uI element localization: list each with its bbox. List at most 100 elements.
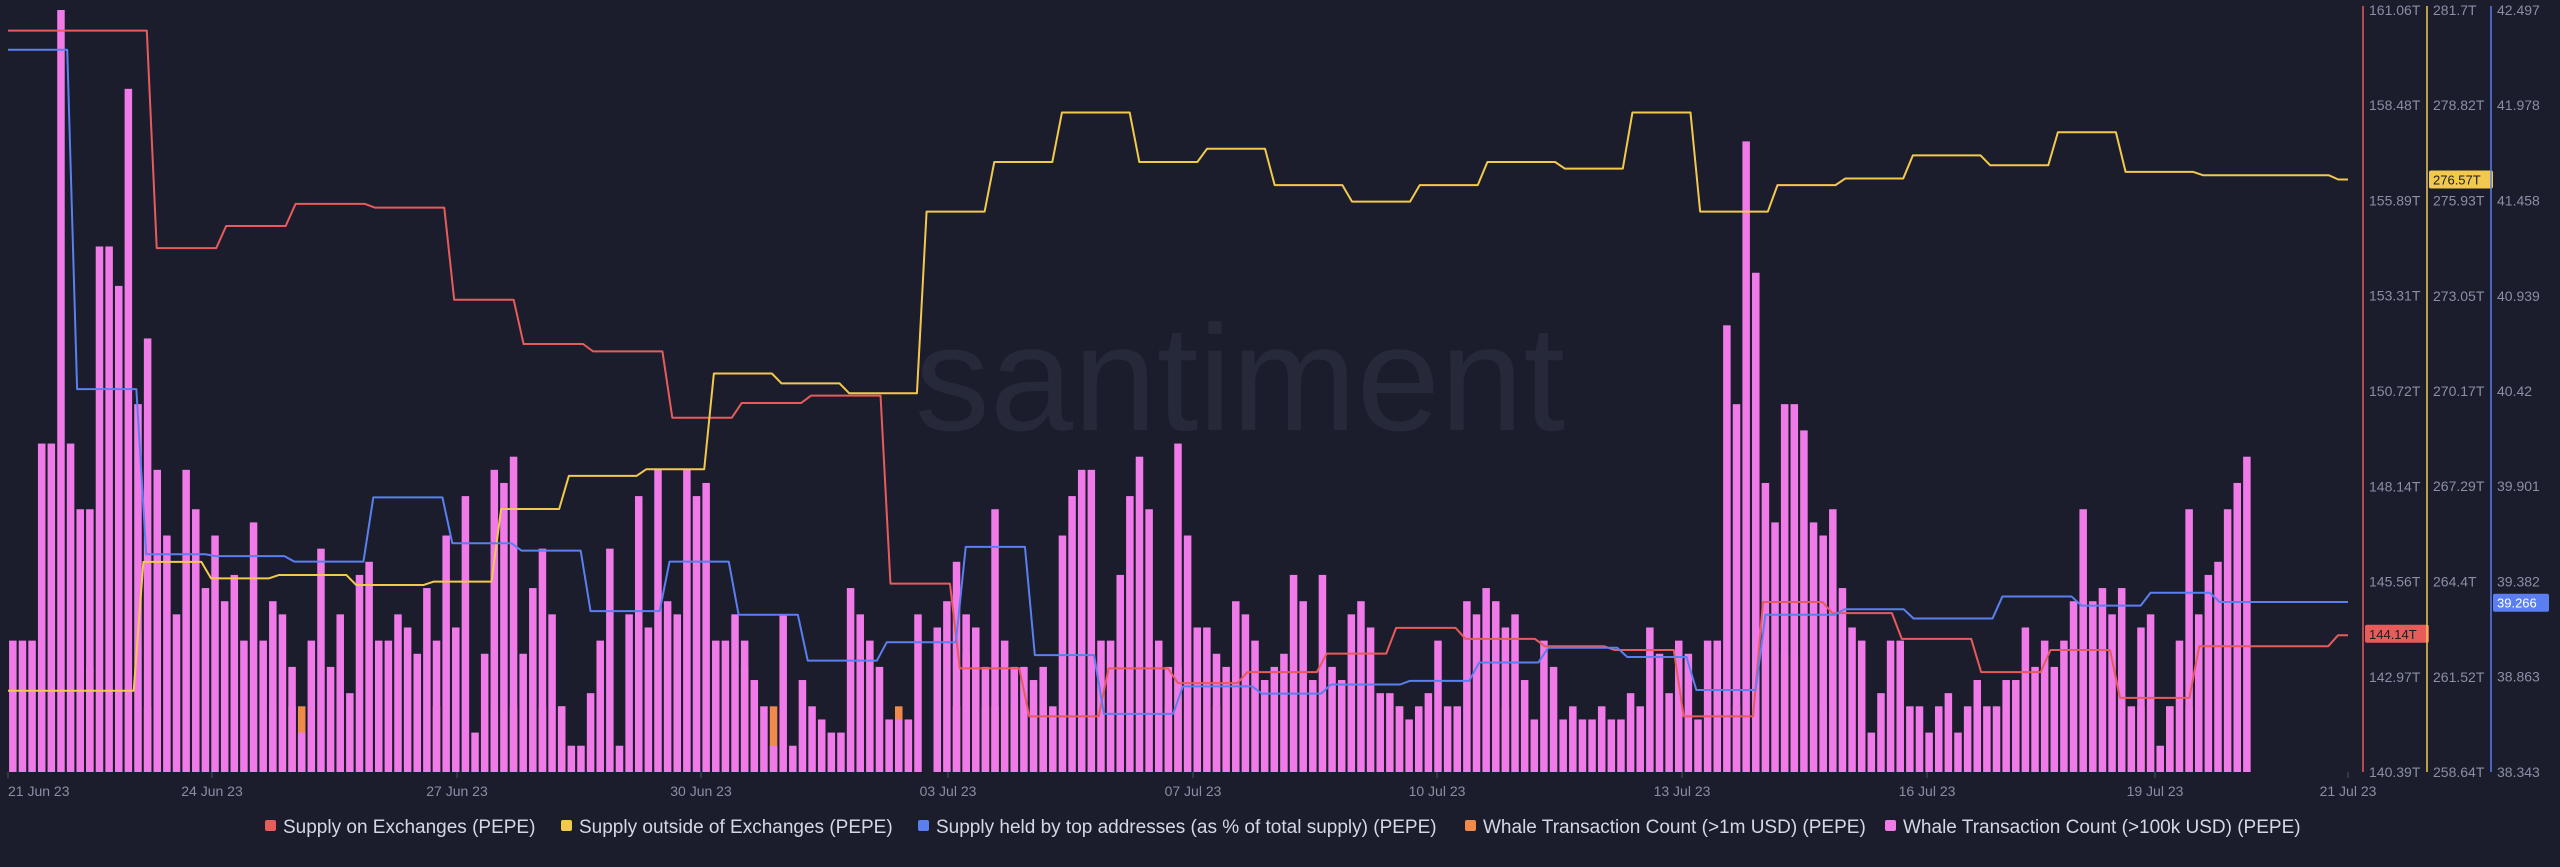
bar-whale-100k <box>2079 509 2087 772</box>
bar-whale-100k <box>384 640 393 772</box>
legend-item[interactable]: Supply held by top addresses (as % of to… <box>918 817 1437 838</box>
bar-whale-100k <box>1925 732 1933 772</box>
bar-whale-100k <box>904 719 913 772</box>
y-tick-outside: 258.64T <box>2433 764 2485 780</box>
bar-whale-100k <box>1761 482 1770 772</box>
x-tick-label: 16 Jul 23 <box>1899 783 1956 799</box>
bar-whale-100k <box>1337 680 1346 772</box>
bar-whale-100k <box>731 614 739 772</box>
bar-whale-100k <box>1472 614 1481 772</box>
bar-whale-100k <box>866 640 874 772</box>
bar-whale-100k <box>2002 680 2010 772</box>
bar-whale-100k <box>47 443 56 772</box>
bar-whale-100k <box>1896 640 1904 772</box>
bar-whale-100k <box>1492 601 1500 772</box>
bar-whale-100k <box>1607 719 1616 772</box>
bar-whale-100k <box>740 640 749 772</box>
svg-text:144.14T: 144.14T <box>2369 627 2417 642</box>
bar-whale-100k <box>28 640 36 772</box>
bar-whale-100k <box>86 509 94 772</box>
bar-whale-100k <box>663 601 672 772</box>
bar-whale-100k <box>1366 627 1375 772</box>
bar-whale-100k <box>1482 588 1490 772</box>
bar-whale-100k <box>721 640 730 772</box>
lines-layer <box>8 29 2348 718</box>
x-tick-label: 21 Jul 23 <box>2320 783 2377 799</box>
legend-label: Whale Transaction Count (>100k USD) (PEP… <box>1903 817 2301 838</box>
bar-whale-100k <box>1010 666 1019 772</box>
bar-whale-100k <box>163 535 171 772</box>
y-tick-outside: 273.05T <box>2433 288 2485 304</box>
bar-whale-100k <box>471 732 479 772</box>
bar-whale-100k <box>182 469 190 772</box>
bar-whale-100k <box>1154 640 1163 772</box>
bar-whale-100k <box>1867 732 1876 772</box>
bar-whale-100k <box>1049 706 1057 772</box>
bar-whale-100k <box>1549 666 1558 772</box>
bar-whale-100k <box>201 588 210 772</box>
bar-whale-100k <box>394 614 402 772</box>
legend-swatch <box>1465 820 1476 831</box>
bar-whale-100k <box>1020 666 1028 772</box>
bar-whale-100k <box>66 443 75 772</box>
legend: Supply on Exchanges (PEPE) Supply outside… <box>265 817 2301 838</box>
bar-whale-100k <box>1790 404 1799 772</box>
bar-whale-100k <box>1164 666 1173 772</box>
bar-whale-100k <box>1511 614 1519 772</box>
bar-whale-100k <box>1212 653 1221 772</box>
bar-whale-100k <box>625 614 633 772</box>
bar-whale-100k <box>2069 601 2078 772</box>
bar-whale-100k <box>1819 535 1827 772</box>
bar-whale-100k <box>2137 627 2145 772</box>
bar-whale-100k <box>1453 706 1462 772</box>
bar-whale-100k <box>1241 614 1250 772</box>
santiment-watermark: santiment <box>915 294 1565 462</box>
bar-whale-100k <box>1723 325 1731 772</box>
bar-whale-100k <box>1684 653 1693 772</box>
y-tick-exchanges: 155.89T <box>2369 193 2421 209</box>
bar-whale-100k <box>586 693 595 772</box>
bar-whale-100k <box>972 627 980 772</box>
bar-whale-100k <box>2194 614 2203 772</box>
bar-whale-100k <box>673 614 682 772</box>
bar-whale-100k <box>1752 272 1760 772</box>
bar-whale-100k <box>2175 640 2184 772</box>
bar-whale-100k <box>1077 469 1086 772</box>
bar-whale-100k <box>413 653 422 772</box>
bar-whale-100k <box>124 88 133 772</box>
bar-whale-100k <box>1395 706 1404 772</box>
bar-whale-100k <box>2156 745 2164 772</box>
bar-whale-100k <box>1992 706 2001 772</box>
x-tick-label: 27 Jun 23 <box>426 783 488 799</box>
bar-whale-100k <box>230 574 239 772</box>
y-tick-top: 40.42 <box>2497 383 2532 399</box>
bar-whale-100k <box>2012 680 2020 772</box>
bar-whale-100k <box>1944 693 1953 772</box>
bar-whale-100k <box>1569 706 1577 772</box>
bar-whale-100k <box>452 627 460 772</box>
axes-layer: 161.06T 158.48T 155.89T 153.31T 150.72T 148.1… <box>2362 2 2549 780</box>
x-tick-label: 13 Jul 23 <box>1654 783 1711 799</box>
legend-item[interactable]: Supply outside of Exchanges (PEPE) <box>561 817 893 838</box>
bar-whale-100k <box>1501 627 1510 772</box>
legend-item[interactable]: Whale Transaction Count (>1m USD) (PEPE) <box>1465 817 1866 838</box>
bar-whale-100k <box>827 732 836 772</box>
bar-whale-100k <box>1530 719 1539 772</box>
bar-whale-100k <box>2031 666 2039 772</box>
bar-whale-100k <box>317 548 325 772</box>
legend-item[interactable]: Supply on Exchanges (PEPE) <box>265 817 535 838</box>
bar-whale-100k <box>2089 601 2097 772</box>
bar-whale-100k <box>490 469 499 772</box>
bar-whale-100k <box>2098 588 2107 772</box>
line-series-1 <box>8 111 2348 692</box>
bar-whale-100k <box>403 627 412 772</box>
bar-whale-100k <box>365 561 373 772</box>
legend-item[interactable]: Whale Transaction Count (>100k USD) (PEP… <box>1885 817 2301 838</box>
y-tick-top: 39.901 <box>2497 478 2540 494</box>
bar-whale-100k <box>1838 588 1847 772</box>
bar-whale-100k <box>1203 627 1211 772</box>
bar-whale-100k <box>2146 614 2155 772</box>
bar-whale-100k <box>346 693 354 772</box>
bar-whale-100k <box>1376 693 1384 772</box>
bar-whale-100k <box>634 496 643 772</box>
